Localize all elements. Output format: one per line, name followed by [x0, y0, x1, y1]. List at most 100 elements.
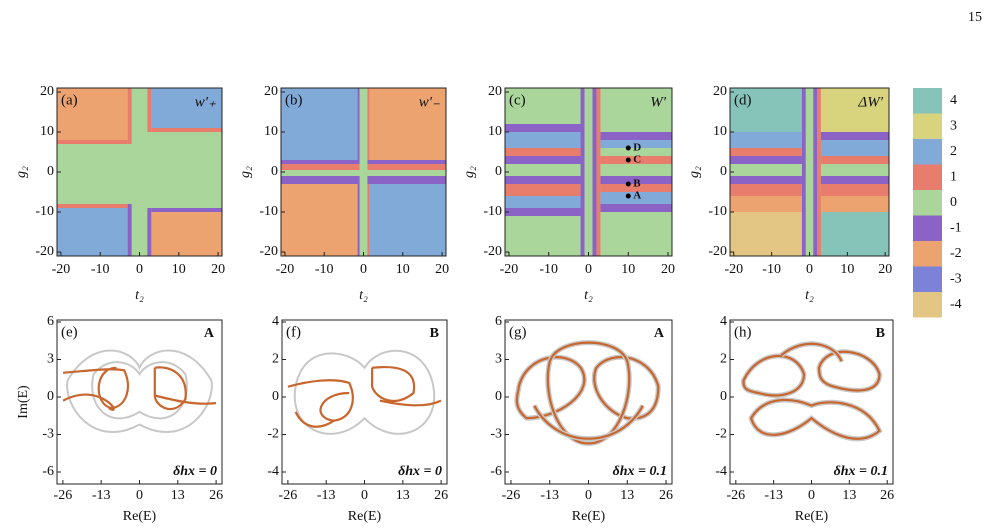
phase-region	[151, 212, 222, 256]
phase-region	[820, 196, 889, 212]
colorbar-swatch	[913, 190, 942, 216]
y-tick-label: 20	[713, 84, 727, 99]
y-tick-label: -10	[259, 204, 278, 219]
x-tick-label: 10	[396, 262, 410, 277]
spectrum-curve-gray	[66, 349, 213, 433]
colorbar-swatch	[913, 88, 942, 114]
spectrum-curve-gray	[293, 349, 436, 435]
x-tick-label: -26	[54, 488, 73, 503]
phase-region	[151, 208, 222, 212]
x-tick-label: 10	[621, 262, 635, 277]
colorbar-swatch	[913, 164, 942, 190]
y-tick-label: 0	[495, 164, 502, 179]
y-tick-label: 0	[495, 389, 502, 404]
x-tick-label: 13	[171, 488, 185, 503]
x-tick-label: 20	[211, 262, 225, 277]
phase-region	[505, 156, 581, 164]
y-tick-label: 20	[40, 84, 54, 99]
x-tick-label: 26	[434, 488, 448, 503]
phase-region	[505, 208, 581, 216]
x-axis-label: Re(E)	[123, 509, 157, 524]
phase-region	[600, 148, 672, 156]
y-tick-label: 2	[720, 352, 727, 367]
phase-region	[57, 204, 128, 208]
y-tick-label: 10	[40, 124, 54, 139]
parameter-note: δhx = 0	[173, 464, 217, 479]
y-tick-label: 0	[47, 164, 54, 179]
spectrum-curve	[62, 393, 115, 411]
spectrum-curve	[533, 405, 644, 440]
phase-region	[730, 212, 802, 256]
phase-region	[730, 184, 802, 196]
marker-point	[625, 157, 631, 163]
y-tick-label: 0	[272, 389, 279, 404]
x-tick-label: -20	[724, 262, 743, 277]
point-label: B	[430, 326, 439, 341]
y-tick-label: -10	[483, 204, 502, 219]
phase-region	[596, 88, 601, 256]
panel-title: ΔW′	[857, 94, 883, 110]
x-tick-label: -20	[52, 262, 71, 277]
colorbar-swatch	[913, 241, 942, 267]
panel-label: (d)	[734, 92, 752, 108]
point-label: B	[633, 178, 641, 190]
y-tick-label: 6	[495, 314, 502, 329]
phase-region	[730, 156, 802, 164]
colorbar-swatch	[913, 113, 942, 139]
phase-region	[580, 88, 585, 256]
y-tick-label: 10	[713, 124, 727, 139]
x-tick-label: 0	[808, 488, 815, 503]
colorbar-swatch	[913, 266, 942, 292]
y-tick-label: -2	[267, 427, 279, 442]
page-number: 15	[968, 10, 982, 25]
phase-region	[600, 204, 672, 212]
y-tick-label: 4	[272, 314, 279, 329]
x-axis-label: t₂	[359, 288, 368, 303]
colorbar-label: -1	[950, 221, 962, 236]
panel-title: w′₋	[419, 94, 440, 110]
x-tick-label: 10	[840, 262, 854, 277]
y-tick-label: 6	[47, 314, 54, 329]
marker-point	[625, 181, 631, 187]
colorbar-label: 2	[950, 144, 957, 159]
phase-region	[505, 124, 581, 132]
colorbar-label: 3	[950, 119, 957, 134]
phase-region	[147, 208, 152, 256]
phase-region	[820, 132, 889, 140]
phase-region	[730, 176, 802, 184]
y-axis-label: g₂	[687, 166, 702, 178]
phase-region	[730, 148, 802, 156]
marker-point	[625, 193, 631, 199]
colorbar-swatch	[913, 292, 942, 318]
colorbar-label: 4	[950, 93, 957, 108]
phase-region	[505, 184, 581, 196]
phase-region	[600, 132, 672, 140]
colorbar-label: 1	[950, 170, 957, 185]
colorbar-label: -4	[950, 297, 962, 312]
phase-region	[505, 88, 581, 124]
phase-region	[820, 176, 889, 184]
phase-region	[820, 156, 889, 164]
x-tick-label: 0	[585, 262, 592, 277]
y-tick-label: 3	[47, 352, 54, 367]
point-label: A	[633, 190, 641, 202]
spectrum-curve	[294, 411, 335, 428]
point-label: B	[876, 326, 885, 341]
spectrum-curve	[371, 365, 416, 403]
x-tick-label: 20	[661, 262, 675, 277]
x-tick-label: -13	[764, 488, 783, 503]
x-tick-label: 13	[620, 488, 634, 503]
y-tick-label: -3	[490, 427, 502, 442]
y-tick-label: -10	[35, 204, 54, 219]
phase-region	[817, 88, 821, 256]
phase-region	[151, 88, 222, 128]
x-tick-label: 0	[806, 262, 813, 277]
panel-label: (h)	[734, 324, 752, 340]
phase-region	[281, 184, 358, 256]
phase-region	[369, 88, 446, 160]
phase-region	[151, 128, 222, 132]
parameter-note: δhx = 0	[398, 464, 442, 479]
point-label: A	[204, 326, 215, 341]
panel-label: (a)	[61, 92, 78, 108]
